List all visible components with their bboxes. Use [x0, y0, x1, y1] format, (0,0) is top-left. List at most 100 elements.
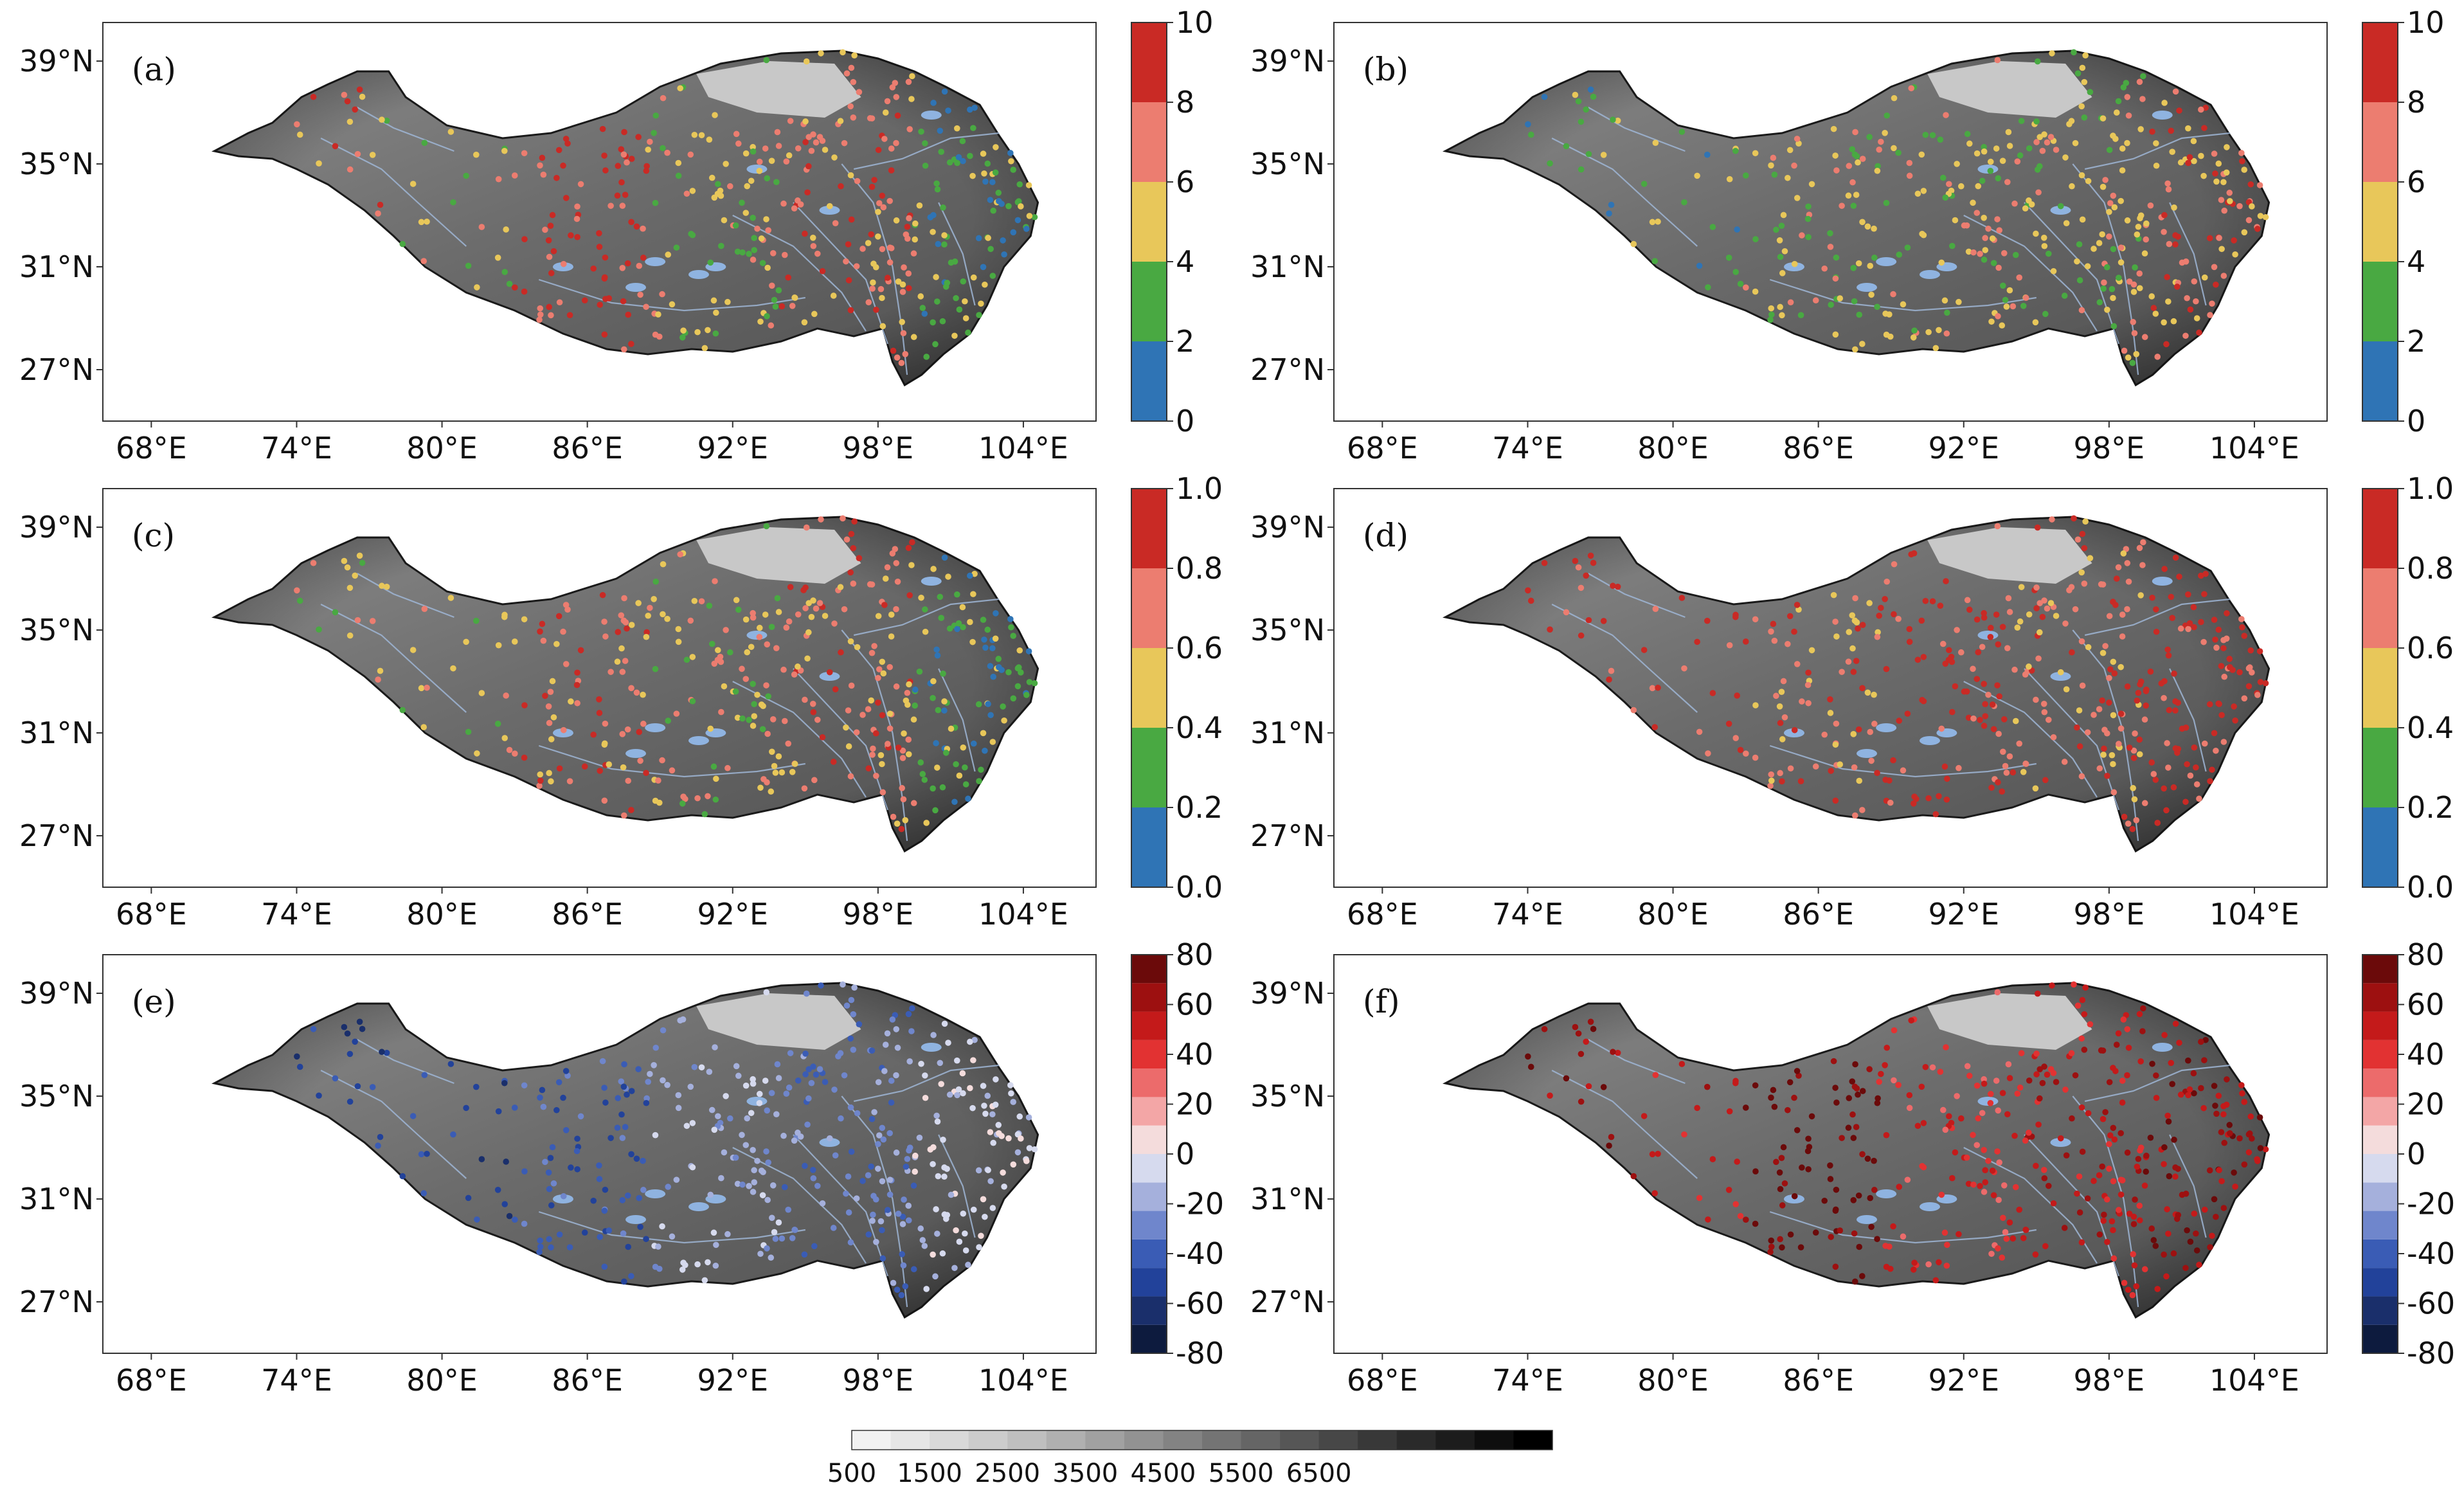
station-point — [771, 762, 778, 770]
station-point — [1856, 777, 1863, 784]
station-point — [2018, 118, 2025, 124]
station-point — [560, 1094, 566, 1101]
station-point — [937, 593, 944, 600]
station-point — [1871, 691, 1877, 698]
station-point — [660, 611, 666, 618]
station-point — [989, 1111, 996, 1118]
station-point — [601, 741, 608, 748]
station-point — [521, 288, 528, 295]
station-point — [2202, 1036, 2209, 1043]
river-line — [1551, 138, 1698, 247]
x-tick-label: 104°E — [2209, 431, 2299, 465]
station-point — [2141, 334, 2148, 341]
station-point — [2078, 172, 2085, 179]
station-point — [881, 136, 888, 142]
station-point — [1652, 606, 1659, 613]
station-point — [2121, 347, 2128, 354]
station-point — [1987, 168, 1994, 174]
station-point — [1895, 615, 1902, 622]
river-line — [853, 598, 1000, 636]
station-point — [2213, 644, 2220, 651]
station-point — [724, 298, 731, 305]
station-point — [713, 775, 719, 782]
station-point — [2022, 294, 2029, 302]
station-point — [1839, 669, 1845, 675]
station-point — [1886, 311, 1893, 318]
station-point — [795, 1130, 801, 1136]
station-point — [2139, 562, 2146, 568]
station-point — [982, 1110, 989, 1117]
station-point — [756, 624, 763, 631]
river-line — [357, 573, 454, 618]
station-point — [2017, 618, 2024, 625]
station-point — [635, 134, 642, 140]
station-point — [2223, 635, 2230, 642]
station-point — [2120, 1016, 2127, 1023]
station-point — [1777, 719, 1784, 726]
station-point — [1904, 1176, 1911, 1183]
station-point — [910, 334, 917, 341]
station-point — [2110, 1178, 2117, 1185]
station-point — [706, 136, 713, 143]
station-point — [2150, 771, 2157, 777]
elevation-tick-label: 6500 — [1286, 1459, 1352, 1487]
station-point — [1936, 793, 1942, 800]
station-point — [2141, 800, 2148, 807]
station-point — [2112, 136, 2119, 142]
station-point — [1987, 1100, 1994, 1106]
station-point — [2101, 279, 2107, 286]
station-point — [1922, 597, 1929, 604]
station-point — [791, 294, 798, 302]
station-point — [2143, 1168, 2150, 1175]
station-point — [465, 1194, 472, 1202]
station-point — [802, 1050, 809, 1057]
lake — [1876, 1189, 1897, 1198]
station-point — [2037, 1095, 2043, 1102]
station-point — [2153, 140, 2159, 147]
station-point — [601, 152, 607, 159]
station-point — [886, 1191, 894, 1198]
station-point — [1982, 701, 1988, 708]
station-point — [1705, 284, 1711, 291]
station-point — [941, 698, 948, 705]
elevation-bar-segment — [1163, 1430, 1203, 1450]
station-point — [643, 633, 650, 640]
station-point — [2107, 200, 2114, 206]
station-point — [2147, 202, 2154, 209]
station-point — [992, 635, 999, 642]
station-point — [2011, 200, 2018, 207]
station-point — [1678, 595, 1686, 601]
station-point — [2141, 1266, 2148, 1273]
station-point — [2120, 550, 2127, 557]
station-point — [2050, 734, 2057, 741]
station-point — [2110, 192, 2117, 199]
station-point — [2116, 275, 2122, 281]
station-point — [2087, 1021, 2094, 1028]
station-point — [906, 1147, 912, 1154]
station-point — [673, 710, 680, 717]
station-point — [933, 180, 940, 187]
station-point — [2136, 736, 2143, 743]
station-point — [1771, 171, 1778, 178]
station-point — [718, 1175, 724, 1182]
y-tick-label: 31°N — [1250, 1182, 1325, 1216]
station-point — [707, 725, 714, 732]
station-point — [540, 1103, 547, 1110]
station-point — [424, 1150, 430, 1157]
station-point — [1768, 628, 1774, 635]
station-point — [2140, 539, 2146, 546]
station-point — [521, 1220, 528, 1227]
station-point — [962, 781, 969, 788]
station-point — [660, 1027, 667, 1034]
station-point — [2165, 186, 2172, 193]
station-point — [332, 143, 339, 150]
station-point — [726, 649, 733, 656]
station-point — [420, 258, 427, 264]
station-point — [1995, 175, 2002, 182]
station-point — [2170, 1250, 2177, 1257]
lake — [688, 736, 709, 745]
station-point — [733, 1063, 740, 1070]
station-point — [1655, 1150, 1661, 1157]
station-point — [970, 591, 976, 597]
station-point — [712, 330, 719, 337]
